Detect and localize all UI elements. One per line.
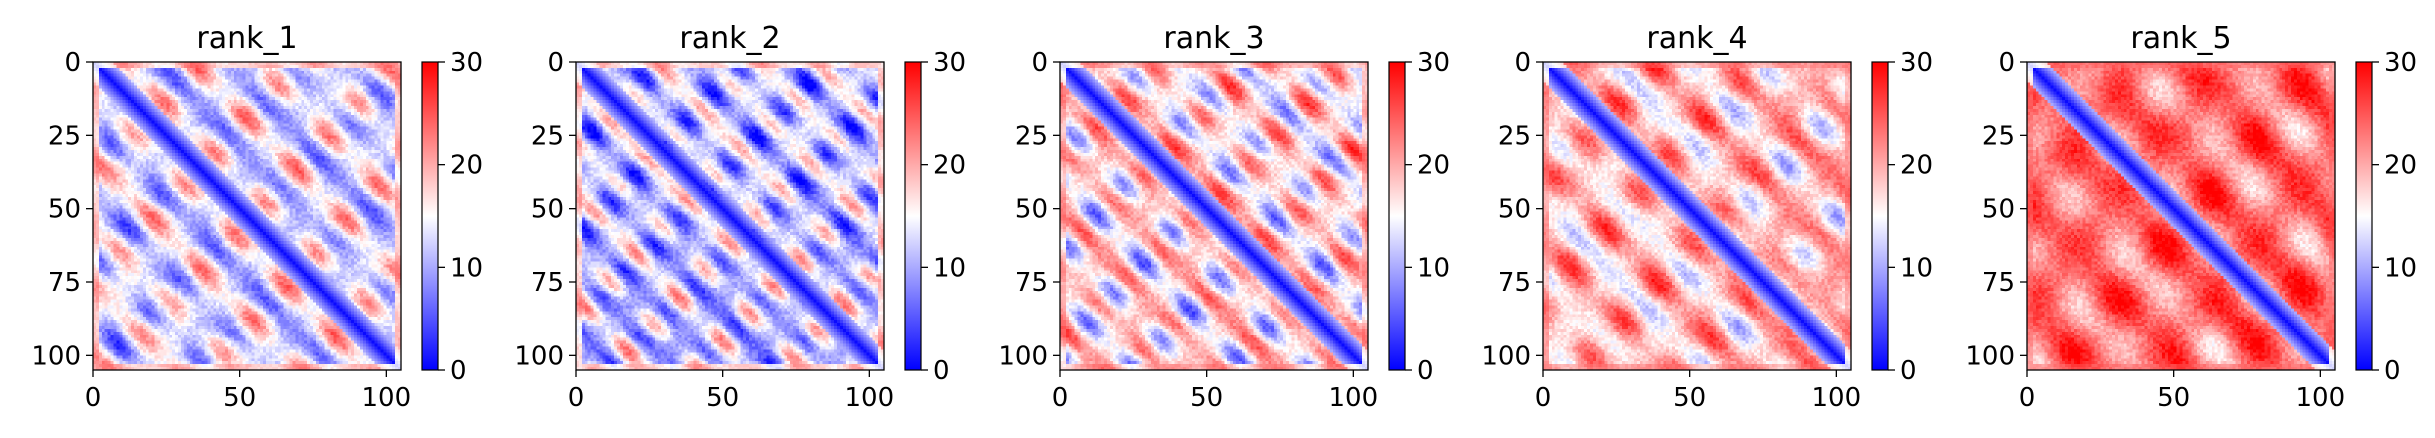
colorbar-tick-label: 0 [1900,356,1917,386]
y-tick-label: 25 [1498,121,1531,151]
colorbar [421,61,439,371]
plot-frame [1059,61,1369,371]
colorbar-tick-label: 20 [1900,151,1933,181]
heatmap-image [2027,62,2335,370]
x-tick-label: 100 [1329,383,1379,413]
plot-frame [575,61,885,371]
y-tick-label: 100 [998,341,1048,371]
colorbar-tick-label: 10 [933,253,966,283]
plot-frame [2026,61,2336,371]
colorbar-tick-label: 30 [2384,48,2417,78]
x-tick-label: 0 [1052,383,1069,413]
colorbar-tick-label: 0 [450,356,467,386]
colorbar [1871,61,1889,371]
colorbar-tick-label: 10 [450,253,483,283]
y-tick-label: 100 [31,341,81,371]
y-tick-label: 50 [531,195,564,225]
y-tick-label: 0 [1031,48,1048,78]
y-tick-label: 0 [64,48,81,78]
panel-title: rank_5 [2130,21,2231,56]
y-tick-label: 75 [1015,268,1048,298]
heatmap-image [93,62,401,370]
x-tick-label: 50 [1190,383,1223,413]
colorbar-tick-label: 10 [1417,253,1450,283]
y-tick-label: 0 [1998,48,2015,78]
x-tick-label: 100 [1812,383,1862,413]
colorbar-tick-label: 30 [933,48,966,78]
panel-title: rank_4 [1646,21,1747,56]
colorbar-tick-label: 10 [2384,253,2417,283]
plot-frame [92,61,402,371]
plot-frame [1542,61,1852,371]
y-tick-label: 50 [1015,195,1048,225]
x-tick-label: 50 [706,383,739,413]
heatmap-image [1060,62,1368,370]
x-tick-label: 0 [1535,383,1552,413]
y-tick-label: 25 [1015,121,1048,151]
panel-title: rank_3 [1163,21,1264,56]
heatmap-image [576,62,884,370]
colorbar-tick-label: 0 [1417,356,1434,386]
colorbar-tick-label: 20 [1417,151,1450,181]
x-tick-label: 0 [568,383,585,413]
y-tick-label: 75 [48,268,81,298]
colorbar-tick-label: 30 [1417,48,1450,78]
panel-title: rank_2 [679,21,780,56]
y-tick-label: 25 [531,121,564,151]
heatmap-image [1543,62,1851,370]
y-tick-label: 25 [48,121,81,151]
colorbar-tick-label: 30 [450,48,483,78]
y-tick-label: 75 [531,268,564,298]
panel-title: rank_1 [196,21,297,56]
colorbar [2355,61,2373,371]
y-tick-label: 100 [1481,341,1531,371]
x-tick-label: 50 [1673,383,1706,413]
x-tick-label: 0 [85,383,102,413]
y-tick-label: 100 [514,341,564,371]
x-tick-label: 50 [2157,383,2190,413]
y-tick-label: 0 [1514,48,1531,78]
colorbar-tick-label: 20 [933,151,966,181]
y-tick-label: 75 [1498,268,1531,298]
colorbar [904,61,922,371]
y-tick-label: 50 [48,195,81,225]
y-tick-label: 75 [1982,268,2015,298]
y-tick-label: 50 [1982,195,2015,225]
colorbar-tick-label: 30 [1900,48,1933,78]
y-tick-label: 50 [1498,195,1531,225]
y-tick-label: 25 [1982,121,2015,151]
x-tick-label: 100 [362,383,412,413]
x-tick-label: 0 [2019,383,2036,413]
colorbar-tick-label: 20 [450,151,483,181]
x-tick-label: 50 [223,383,256,413]
colorbar [1388,61,1406,371]
x-tick-label: 100 [2296,383,2346,413]
colorbar-tick-label: 10 [1900,253,1933,283]
colorbar-tick-label: 20 [2384,151,2417,181]
x-tick-label: 100 [845,383,895,413]
y-tick-label: 0 [547,48,564,78]
colorbar-tick-label: 0 [933,356,950,386]
y-tick-label: 100 [1965,341,2015,371]
colorbar-tick-label: 0 [2384,356,2401,386]
